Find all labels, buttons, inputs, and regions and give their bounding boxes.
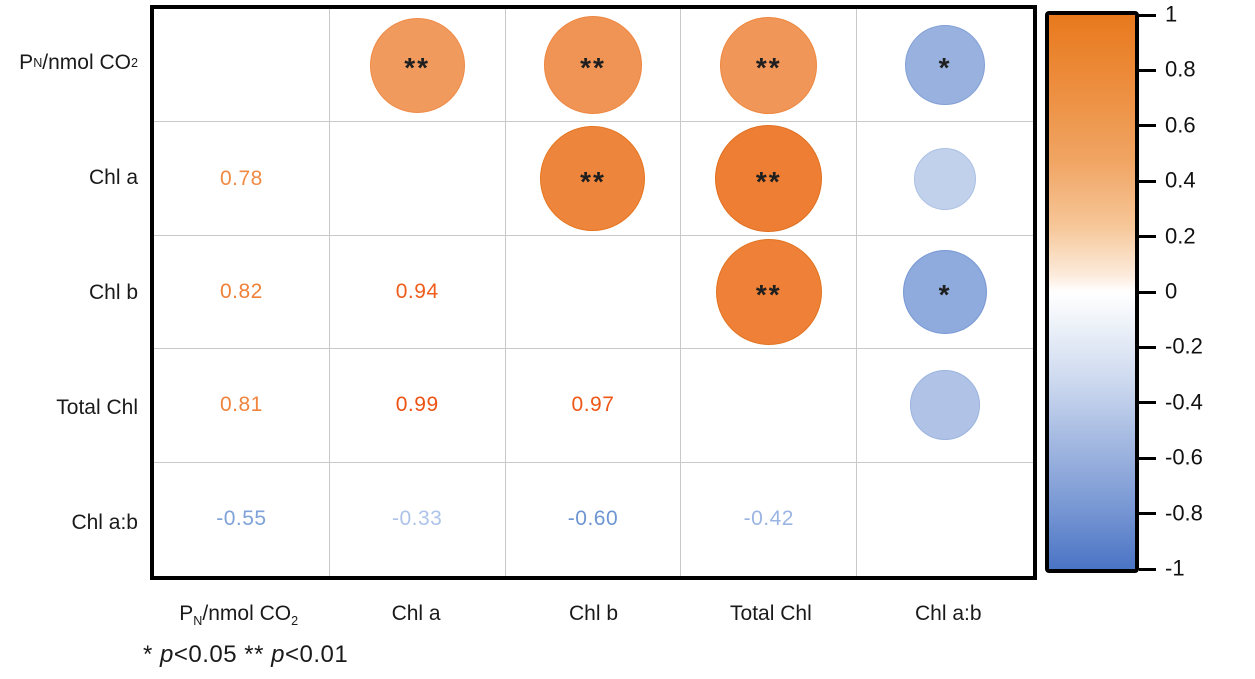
correlation-value: 0.82 [219, 279, 263, 303]
significance-stars: * [938, 278, 952, 310]
colorbar-tick-label: -0.8 [1165, 500, 1203, 526]
matrix-cell: ** [329, 9, 506, 123]
correlation-circle: ** [715, 125, 823, 233]
colorbar-tick [1139, 345, 1156, 349]
matrix-cell: 0.97 [505, 349, 682, 463]
correlation-value: -0.42 [743, 507, 794, 531]
significance-stars: ** [755, 52, 782, 84]
row-label: Chl a [88, 165, 138, 189]
significance-stars: ** [755, 278, 782, 310]
col-label: Chl a:b [915, 602, 982, 625]
significance-stars: ** [580, 165, 606, 197]
correlation-circle: ** [369, 17, 465, 113]
matrix-cell: -0.55 [154, 462, 330, 576]
colorbar-tick [1139, 512, 1156, 516]
significance-stars: ** [404, 52, 431, 84]
correlation-circle [910, 370, 981, 441]
matrix-cell: ** [505, 9, 682, 123]
correlation-value: -0.60 [567, 507, 619, 531]
significance-stars: * [938, 52, 952, 84]
colorbar-tick-label: -0.4 [1165, 389, 1203, 415]
correlation-value: 0.99 [395, 393, 439, 417]
col-label: PN/nmol CO2 [179, 602, 299, 629]
matrix-cell: ** [681, 122, 858, 236]
correlation-circle: ** [540, 126, 646, 232]
matrix-grid: ** ** ** * 0.78 ** ** 0.82 0.94 ** * 0.81 0.99 0.97 -0… [150, 5, 1037, 580]
matrix-cell: 0.94 [329, 235, 506, 350]
colorbar-tick [1139, 401, 1156, 405]
row-label: P N/nmol CO 2 [19, 50, 138, 74]
matrix-cell [681, 349, 858, 463]
footnote-text: <0.01 [284, 641, 349, 668]
matrix-cell: 0.82 [154, 235, 330, 350]
colorbar-tick-label: 0.4 [1165, 167, 1196, 193]
matrix-cell: -0.60 [505, 462, 682, 576]
colorbar-tick-label: -1 [1165, 555, 1185, 581]
footnote-text: * [143, 641, 161, 668]
correlation-circle: * [903, 249, 988, 334]
footnote-p: p [160, 641, 174, 668]
correlation-value: 0.94 [395, 279, 439, 303]
colorbar-tick [1139, 567, 1156, 571]
correlation-value: 0.78 [219, 166, 263, 190]
colorbar-tick [1139, 235, 1156, 239]
matrix-cell [857, 122, 1033, 236]
matrix-cell: 0.99 [329, 349, 506, 463]
colorbar-tick-label: 0.8 [1165, 56, 1196, 82]
col-label: Chl a [391, 602, 441, 625]
footnote-p: p [271, 641, 285, 668]
row-label: Chl b [88, 280, 138, 304]
correlation-circle: ** [543, 16, 642, 115]
colorbar-tick-label: 0.6 [1165, 112, 1196, 138]
correlation-circle: * [905, 25, 986, 106]
row-axis: P N/nmol CO 2 Chl a Chl b Total Chl Chl a:b [0, 5, 141, 580]
colorbar: 1 0.8 0.6 0.4 0.2 0 -0.2 -0.4 -0.6 -0.8 -1 [1045, 1, 1253, 596]
correlation-circle: ** [720, 16, 818, 114]
matrix-cell: -0.33 [329, 462, 506, 576]
correlation-value: -0.33 [392, 507, 443, 531]
colorbar-tick-label: 0 [1165, 278, 1178, 304]
matrix-cell [857, 349, 1033, 463]
matrix-cell [154, 9, 330, 123]
matrix-cell: 0.78 [154, 122, 330, 236]
correlation-circle: ** [715, 238, 822, 345]
correlation-value: -0.55 [216, 507, 267, 531]
colorbar-tick-label: 0.2 [1165, 223, 1196, 249]
correlation-value: 0.81 [219, 393, 263, 417]
footnote-text: ** [237, 641, 272, 668]
correlation-circle [914, 147, 977, 210]
row-label: Total Chl [56, 395, 138, 419]
matrix-cell: * [857, 235, 1033, 350]
colorbar-tick [1139, 68, 1156, 72]
matrix-cell [329, 122, 506, 236]
col-axis: PN/nmol CO2 Chl a Chl b Total Chl Chl a:b [150, 602, 1037, 628]
colorbar-tick [1139, 456, 1156, 460]
footnote-text: <0.05 [173, 641, 238, 668]
correlation-value: 0.97 [571, 393, 615, 417]
colorbar-tick [1139, 13, 1156, 17]
significance-footnote: * p<0.05 ** p<0.01 [143, 641, 348, 669]
colorbar-tick-label: -0.6 [1165, 444, 1203, 470]
matrix-cell: ** [505, 122, 682, 236]
row-label: Chl a:b [71, 510, 138, 534]
significance-stars: ** [755, 165, 782, 197]
matrix-cell [857, 462, 1033, 576]
matrix-cell: 0.81 [154, 349, 330, 463]
colorbar-tick [1139, 124, 1156, 128]
col-label: Total Chl [730, 602, 812, 625]
colorbar-gradient [1045, 11, 1139, 573]
significance-stars: ** [580, 52, 606, 84]
matrix-cell: ** [681, 235, 858, 350]
matrix-cell: -0.42 [681, 462, 858, 576]
col-label: Chl b [568, 602, 618, 625]
colorbar-tick [1139, 179, 1156, 183]
matrix-cell: ** [681, 9, 858, 123]
colorbar-tick-label: -0.2 [1165, 333, 1203, 359]
colorbar-tick-label: 1 [1165, 1, 1178, 27]
matrix-cell: * [857, 9, 1033, 123]
colorbar-tick [1139, 290, 1156, 294]
matrix-cell [505, 235, 682, 350]
